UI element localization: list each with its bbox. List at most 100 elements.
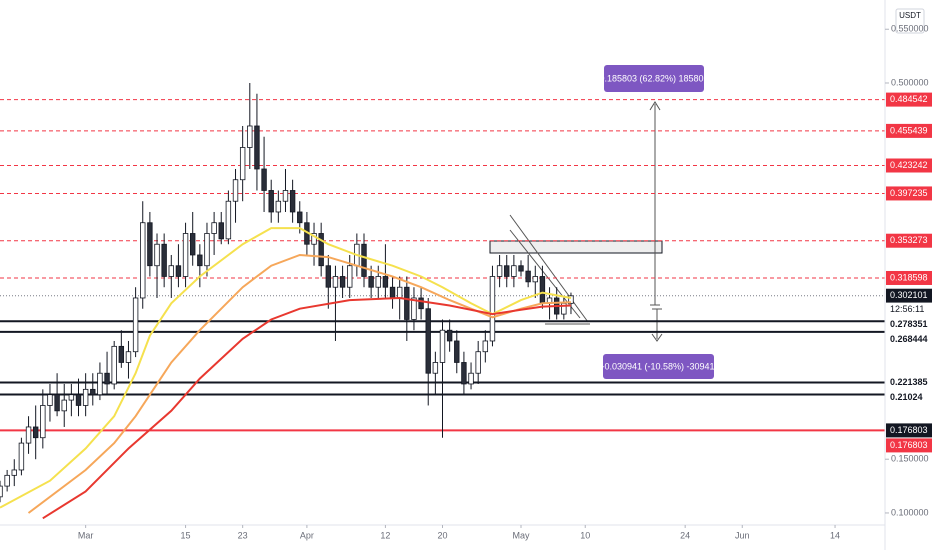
countdown-bg (886, 302, 932, 317)
candle-body (90, 388, 96, 396)
price-label: 0.455439 (890, 125, 928, 135)
candle-body (61, 399, 67, 412)
candle-body (532, 276, 538, 283)
candle-body (0, 485, 3, 498)
candle-body (396, 286, 403, 299)
candle-body (140, 222, 146, 299)
candle-body (261, 168, 267, 191)
x-tick-label: 15 (181, 530, 191, 540)
zone-rect (489, 240, 663, 254)
candle-body (175, 265, 182, 277)
candle-body (411, 297, 417, 320)
y-tick-label: 0.550000 (891, 24, 929, 34)
x-tick-label: 23 (238, 530, 248, 540)
candle-body (225, 200, 232, 240)
price-label: 0.221385 (890, 377, 928, 387)
candle-body (496, 265, 503, 277)
candle-body (289, 190, 296, 213)
price-label: 0.397235 (890, 188, 928, 198)
candle-body (254, 125, 260, 170)
candle-body (4, 474, 10, 487)
price-label-bg (886, 317, 932, 332)
measure-label (603, 354, 714, 379)
candle-body (432, 362, 439, 374)
candle-body (454, 340, 460, 363)
moving-average (0, 227, 572, 509)
candle-body (418, 297, 424, 310)
candle-body (82, 388, 89, 406)
candle-body (375, 276, 381, 288)
x-tick-label: 14 (830, 530, 840, 540)
candle-body (11, 469, 17, 476)
plot-area (0, 82, 885, 520)
candle-body (368, 276, 374, 288)
candle-body (239, 147, 246, 181)
candle-body (68, 394, 75, 401)
candle-body (182, 233, 189, 277)
candle-body (275, 200, 282, 213)
candle-body (439, 329, 446, 363)
candle-body (75, 394, 82, 406)
candle-body (361, 243, 367, 277)
price-label-bg (886, 423, 932, 438)
x-tick-label: May (513, 530, 531, 540)
candle-body (339, 276, 346, 288)
candle-body (332, 276, 339, 288)
price-label: 0.353273 (890, 235, 928, 245)
candle-body (247, 125, 253, 148)
price-label-bg (886, 390, 932, 405)
candle-body (161, 243, 167, 277)
candle-body (40, 405, 46, 439)
candle-body (204, 233, 210, 267)
candle-body (389, 286, 396, 299)
price-label-bg (886, 438, 932, 453)
candle-body (404, 286, 410, 320)
candle-body (511, 265, 517, 277)
price-label: 0.318598 (890, 272, 928, 282)
candle-body (32, 426, 39, 439)
candle-body (111, 345, 117, 385)
candle-body (297, 211, 303, 224)
trend-line (509, 214, 589, 323)
price-label-bg (886, 288, 932, 303)
candle-body (518, 265, 524, 272)
candle-body (311, 233, 317, 245)
x-tick-label: 12 (380, 530, 390, 540)
candle-body (347, 265, 353, 288)
candle-body (504, 265, 510, 277)
candle-body (54, 394, 60, 412)
price-label: 0.484542 (890, 94, 928, 104)
price-label-bg (886, 158, 932, 173)
x-tick-label: 10 (580, 530, 590, 540)
currency-box (895, 8, 925, 34)
candle-body (218, 222, 224, 240)
currency: USDT (899, 11, 921, 20)
countdown: 12:56:11 (890, 304, 924, 314)
moving-average (27, 253, 572, 514)
y-tick-label: 0.500000 (891, 77, 929, 87)
candle-body (25, 426, 32, 444)
price-label: 0.176803 (890, 440, 928, 450)
x-tick-label: 24 (680, 530, 690, 540)
candle-body (47, 394, 53, 406)
candle-body (190, 233, 196, 256)
candle-body (154, 243, 160, 267)
price-label-bg (886, 92, 932, 107)
candle-body (197, 254, 203, 267)
candle-body (382, 276, 389, 288)
price-label: 0.423242 (890, 160, 928, 170)
price-label: 0.278351 (890, 319, 928, 329)
candle-body (104, 372, 110, 385)
candle-body (468, 372, 474, 385)
arrow-head (649, 101, 661, 111)
candle-body (568, 295, 574, 304)
candle-body (539, 276, 546, 304)
candle-body (446, 329, 453, 342)
candle-body (118, 345, 125, 363)
candle-body (18, 442, 25, 471)
candle-body (482, 340, 489, 353)
candle-body (425, 308, 431, 374)
candle-body (268, 190, 274, 213)
